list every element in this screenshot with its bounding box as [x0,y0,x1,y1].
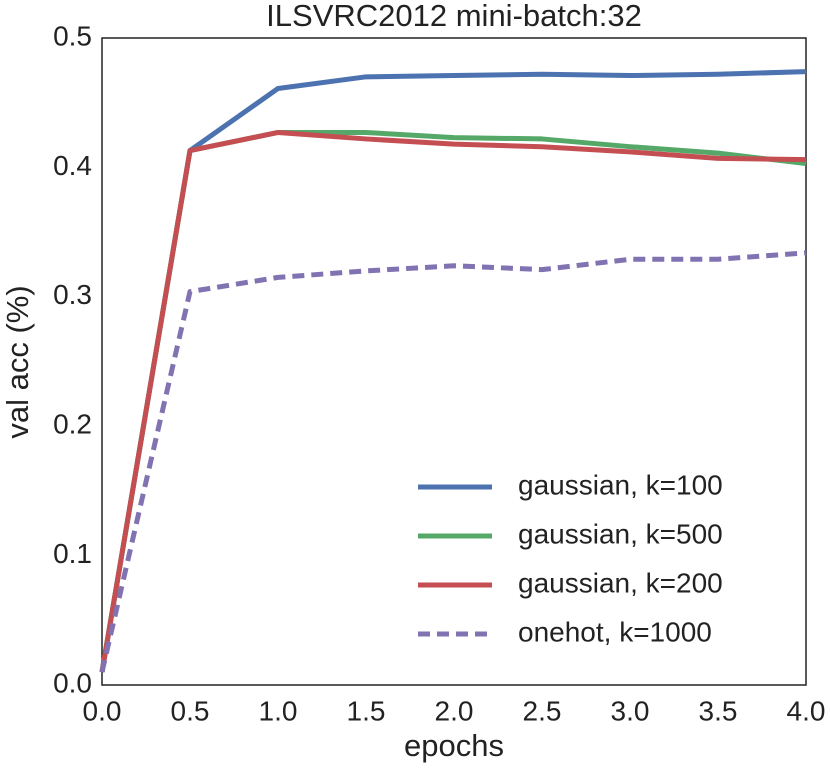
x-axis-label: epochs [404,728,504,763]
y-tick-label: 0.4 [53,150,92,181]
chart-title: ILSVRC2012 mini-batch:32 [266,0,642,33]
series-line [99,69,807,673]
y-tick-label: 0.3 [53,279,92,310]
x-tick-label: 0.0 [83,695,122,726]
y-tick-label: 0.2 [53,409,92,440]
legend-label: gaussian, k=100 [518,469,723,500]
plot-frame [101,37,807,686]
x-tick-label: 1.5 [347,695,386,726]
y-tick-label: 0.5 [53,20,92,51]
x-tick-label: 2.5 [523,695,562,726]
x-tick-label: 4.0 [787,695,826,726]
x-tick-label: 3.5 [699,695,738,726]
y-tick-label: 0.1 [53,538,92,569]
legend-label: gaussian, k=200 [518,567,723,598]
x-tick-label: 3.0 [611,695,650,726]
legend-label: onehot, k=1000 [518,616,712,647]
series-line [99,250,807,673]
legend-label: gaussian, k=500 [518,518,723,549]
x-tick-label: 2.0 [435,695,474,726]
y-axis-label: val acc (%) [0,285,35,438]
x-tick-label: 0.5 [171,695,210,726]
y-tick-label: 0.0 [53,667,92,698]
series-line [99,129,807,673]
x-tick-label: 1.0 [259,695,298,726]
